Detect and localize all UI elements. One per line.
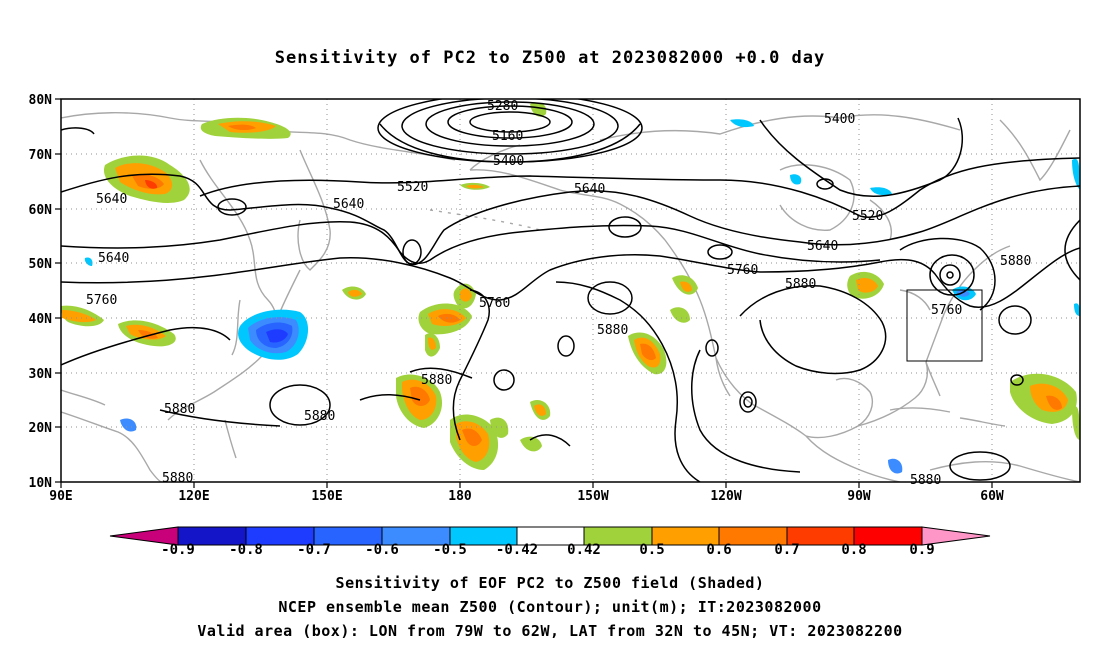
lat-label: 80N [29,93,53,108]
lat-label: 60N [29,203,53,218]
contour-label: 5520 [852,209,883,224]
colorbar-tick: 0.42 [567,542,601,558]
contour-label: 5880 [162,471,193,486]
contour-label: 5880 [1000,254,1031,269]
colorbar-tick: -0.6 [365,542,399,558]
latitude-labels: 80N 70N 60N 50N 40N 30N 20N 10N [29,93,53,491]
valid-area-box [906,289,983,362]
lon-label: 150E [311,489,342,504]
lon-label: 120W [710,489,741,504]
lon-label: 180 [448,489,472,504]
contour-label: 5280 [487,99,518,114]
colorbar-tick: 0.8 [841,542,867,558]
contour-labels: 5280 5160 5400 5400 5520 5640 5640 5640 … [86,99,1031,488]
colorbar [109,526,991,546]
lon-label: 150W [577,489,608,504]
colorbar-tick: -0.9 [161,542,195,558]
contour-label: 5880 [597,323,628,338]
colorbar-tick: -0.5 [433,542,467,558]
contour-label: 5640 [96,192,127,207]
contour-label: 5640 [574,182,605,197]
colorbar-tick: -0.42 [495,542,539,558]
colorbar-right-arrow [921,526,991,546]
lon-label: 120E [178,489,209,504]
contour-label: 5520 [397,180,428,195]
lon-label: 60W [980,489,1004,504]
caption-contour: NCEP ensemble mean Z500 (Contour); unit(… [278,598,822,616]
contour-label: 5880 [304,409,335,424]
contour-label: 5760 [727,263,758,278]
plot-title: Sensitivity of PC2 to Z500 at 2023082000… [274,48,826,68]
colorbar-tick: -0.7 [297,542,331,558]
caption-valid-area: Valid area (box): LON from 79W to 62W, L… [197,622,903,640]
colorbar-tick: -0.8 [229,542,263,558]
lon-label: 90W [847,489,871,504]
contour-label: 5760 [479,296,510,311]
colorbar-tick: 0.9 [909,542,935,558]
contour-label: 5880 [421,373,452,388]
contour-label: 5760 [86,293,117,308]
contour-label: 5880 [910,473,941,488]
contour-label: 5640 [98,251,129,266]
colorbar-tick: 0.5 [639,542,665,558]
z500-contours [61,99,1080,482]
caption-shading: Sensitivity of EOF PC2 to Z500 field (Sh… [335,574,765,592]
contour-label: 5640 [807,239,838,254]
contour-label: 5880 [785,277,816,292]
contour-label: 5880 [164,402,195,417]
axis-ticks [55,98,993,488]
lat-label: 20N [29,421,53,436]
contour-label: 5760 [931,303,962,318]
lat-label: 50N [29,257,53,272]
lat-label: 10N [29,476,53,491]
lon-label: 90E [49,489,72,504]
lat-label: 70N [29,148,53,163]
contour-label: 5640 [333,197,364,212]
longitude-labels: 90E 120E 150E 180 150W 120W 90W 60W [49,489,1004,504]
contour-label: 5400 [493,154,524,169]
colorbar-tick: 0.6 [706,542,732,558]
contour-label: 5400 [824,112,855,127]
lat-label: 40N [29,312,53,327]
lat-label: 30N [29,367,53,382]
contour-label: 5160 [492,129,523,144]
colorbar-tick: 0.7 [774,542,800,558]
map-border [60,98,1081,483]
